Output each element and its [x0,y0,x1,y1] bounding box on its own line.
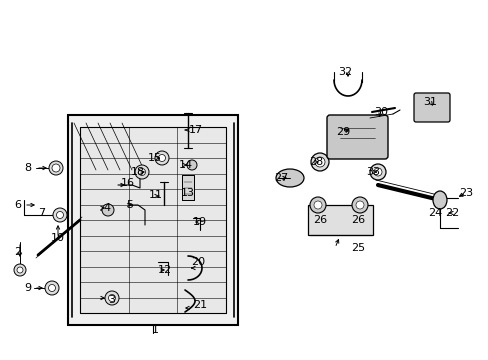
Text: 19: 19 [193,217,206,227]
Text: 6: 6 [15,200,21,210]
Circle shape [48,284,55,292]
Bar [182,175,194,200]
Text: 7: 7 [39,208,45,218]
Text: 24: 24 [427,208,441,218]
Text: 17: 17 [188,125,203,135]
Text: 10: 10 [51,233,65,243]
Text: 12: 12 [158,265,172,275]
Circle shape [155,151,169,165]
Circle shape [373,168,381,176]
Text: 31: 31 [422,97,436,107]
Text: 1: 1 [151,325,158,335]
Text: 25: 25 [350,243,365,253]
Text: 26: 26 [312,215,326,225]
Text: 27: 27 [273,173,287,183]
Ellipse shape [275,169,304,187]
Text: 8: 8 [24,163,32,173]
Bar [80,127,225,313]
Text: 18: 18 [131,167,145,177]
Circle shape [369,164,385,180]
Circle shape [135,165,149,179]
Text: 11: 11 [149,190,163,200]
Circle shape [351,197,367,213]
Circle shape [57,211,63,219]
Circle shape [355,201,363,209]
Bar [68,115,238,325]
Circle shape [138,168,145,175]
Text: 26: 26 [350,215,365,225]
Circle shape [313,201,321,209]
Circle shape [17,267,23,273]
Circle shape [45,281,59,295]
Circle shape [310,153,328,171]
Text: 13: 13 [181,188,195,198]
Text: 3: 3 [108,295,115,305]
Text: 15: 15 [148,153,162,163]
Circle shape [309,197,325,213]
Circle shape [14,264,26,276]
Text: 4: 4 [103,203,110,213]
Text: 28: 28 [308,157,323,167]
Text: 20: 20 [190,257,204,267]
Text: 23: 23 [458,188,472,198]
Circle shape [53,208,67,222]
Circle shape [186,160,197,170]
Circle shape [52,164,60,172]
Text: 16: 16 [121,178,135,188]
Text: 22: 22 [444,208,458,218]
Circle shape [105,291,119,305]
Circle shape [158,154,165,162]
Text: 21: 21 [193,300,206,310]
Text: 9: 9 [24,283,32,293]
Circle shape [49,161,63,175]
FancyBboxPatch shape [413,93,449,122]
Text: 2: 2 [15,247,21,257]
Circle shape [314,157,325,167]
Text: 32: 32 [337,67,351,77]
Ellipse shape [432,191,446,209]
Text: 14: 14 [179,160,193,170]
Text: 30: 30 [373,107,387,117]
FancyBboxPatch shape [326,115,387,159]
Circle shape [108,294,115,302]
Text: 33: 33 [365,167,379,177]
Bar [307,205,372,235]
Text: 5: 5 [126,200,133,210]
Text: 29: 29 [335,127,349,137]
Circle shape [102,204,114,216]
